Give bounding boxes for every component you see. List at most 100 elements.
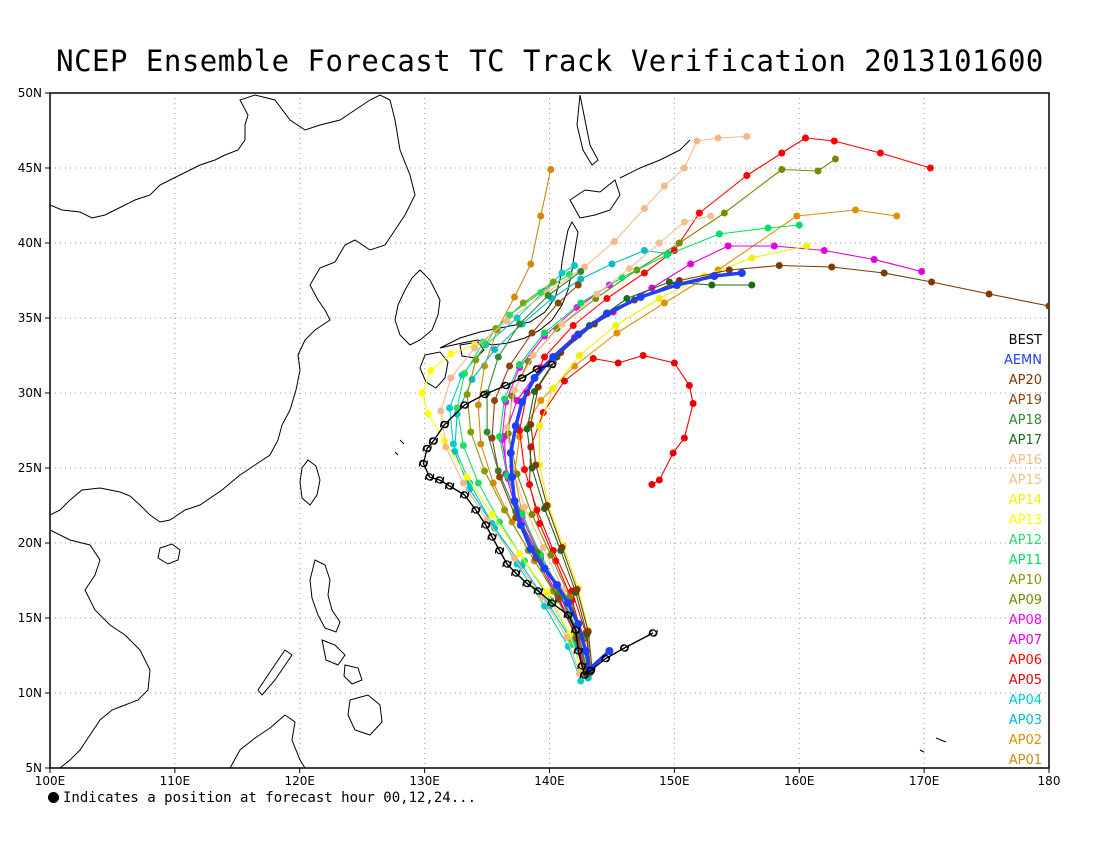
track-position-dot (574, 620, 583, 628)
track-position-dot (714, 134, 722, 142)
track-position-dot (547, 166, 555, 173)
indochina-coastline (50, 529, 151, 768)
track-position-dot (511, 293, 519, 301)
lat-tick-label: 10N (18, 686, 42, 700)
lat-tick-label: 35N (18, 311, 42, 325)
track-position-dot (793, 212, 801, 220)
tropical-cyclone-symbol-icon (481, 521, 491, 529)
track-position-dot (510, 497, 519, 505)
ryukyu-islands (394, 439, 405, 456)
track-position-dot (437, 407, 445, 415)
track-position-dot (663, 251, 671, 259)
track-position-dot (574, 281, 582, 289)
track-position-dot (524, 358, 532, 365)
track-position-dot (518, 398, 527, 406)
track-position-dot (483, 428, 491, 436)
track-position-dot (516, 521, 525, 529)
lon-tick-label: 180 (1038, 774, 1061, 788)
kuril-coast (619, 139, 691, 179)
hokkaido-island (569, 179, 621, 219)
track-position-dot (608, 260, 616, 268)
track-position-dot (513, 560, 521, 568)
track-position-dot (715, 230, 723, 238)
track-position-dot (527, 260, 535, 268)
track-position-dot (560, 377, 568, 385)
track-position-dot (764, 224, 772, 232)
track-position-dot (494, 353, 502, 361)
track-position-dot (474, 479, 482, 487)
track-position-dot (536, 422, 544, 430)
track-position-dot (743, 133, 751, 140)
sakhalin-island (576, 94, 599, 166)
track-position-dot (680, 218, 688, 226)
track-position-dot (554, 299, 562, 307)
track-position-dot (553, 325, 561, 332)
position-dot-icon (48, 792, 59, 803)
track-position-dot (708, 281, 716, 289)
plot-background (50, 93, 1049, 768)
track-position-dot (880, 269, 888, 277)
track-position-dot (577, 677, 585, 685)
track-position-dot (928, 278, 936, 286)
track-position-dot (539, 544, 547, 551)
track-position-dot (511, 422, 520, 430)
track-position-dot (693, 137, 701, 145)
track-position-dot (831, 155, 839, 163)
track-position-dot (803, 242, 811, 250)
track-position-dot (516, 320, 524, 328)
track-position-dot (748, 254, 756, 262)
legend-item-ap19: AP19 (1009, 393, 1042, 408)
tropical-cyclone-symbol-icon (586, 666, 596, 675)
track-position-dot (574, 330, 583, 339)
track-position-dot (549, 353, 558, 361)
tropical-cyclone-symbol-icon (517, 374, 527, 382)
track-line (518, 137, 931, 670)
track-position-dot (851, 206, 859, 214)
chart-title: NCEP Ensemble Forecast TC Track Verifica… (56, 44, 1044, 78)
lon-tick-label: 120E (285, 774, 316, 788)
footnote: Indicates a position at forecast hour 00… (48, 790, 476, 806)
track-position-dot (459, 442, 467, 449)
legend-item-ap10: AP10 (1009, 573, 1042, 588)
lon-tick-label: 140E (534, 774, 565, 788)
track-position-dot (569, 322, 577, 329)
track-position-dot (573, 586, 581, 593)
tropical-cyclone-symbol-icon (494, 546, 505, 555)
track-position-dot (516, 433, 524, 440)
track-position-dot (541, 329, 549, 337)
track-position-dot (640, 269, 648, 277)
track-position-dot (778, 166, 786, 173)
lat-tick-label: 30N (18, 386, 42, 400)
tropical-cyclone-symbol-icon (479, 390, 490, 399)
track-ap12 (453, 271, 587, 679)
legend-item-ap13: AP13 (1009, 513, 1042, 528)
track-position-dot (503, 424, 511, 431)
track-position-dot (447, 350, 455, 358)
track-position-dot (710, 272, 719, 280)
track-position-dot (481, 467, 489, 475)
track-position-dot (471, 344, 479, 352)
track-position-dot (424, 410, 432, 418)
track-position-dot (468, 376, 476, 383)
track-position-dot (570, 262, 578, 269)
track-position-dot (893, 212, 901, 220)
track-position-dot (552, 581, 561, 589)
track-position-dot (655, 295, 663, 302)
track-position-dot (501, 506, 509, 514)
track-position-dot (491, 346, 499, 353)
tropical-cyclone-symbol-icon (511, 569, 521, 577)
track-position-dot (820, 247, 828, 254)
track-position-dot (830, 137, 838, 145)
track-position-dot (496, 518, 504, 526)
track-position-dot (496, 473, 504, 481)
track-position-dot (532, 461, 540, 469)
legend-item-best: BEST (1009, 333, 1042, 348)
legend: BEST AEMN AP20 AP19 AP18 AP17 AP16 AP15 AP14 AP13… (1004, 333, 1042, 768)
track-position-dot (655, 476, 663, 484)
track-position-dot (503, 317, 511, 325)
track-position-dot (828, 263, 836, 271)
track-position-dot (577, 268, 585, 275)
track-position-dot (466, 479, 474, 487)
track-position-dot (581, 647, 590, 655)
track-position-dot (508, 473, 517, 481)
